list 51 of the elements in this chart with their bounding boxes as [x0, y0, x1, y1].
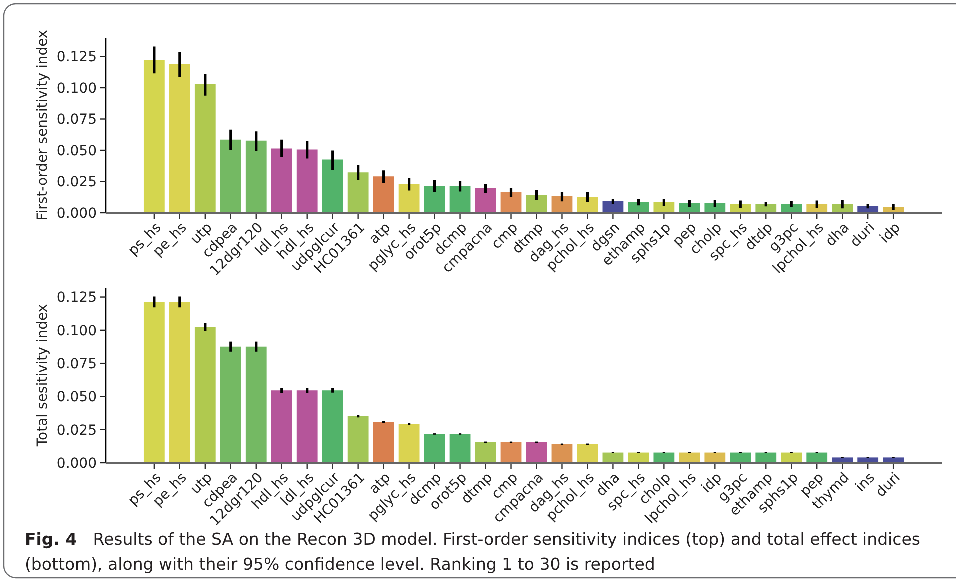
bar — [424, 434, 446, 463]
bar — [194, 84, 216, 213]
bar — [271, 148, 292, 213]
y-axis-title: First-order sensitivity index — [34, 30, 51, 221]
bar — [322, 160, 344, 213]
y-tick-label: 0.050 — [56, 390, 97, 406]
bar — [246, 140, 267, 213]
x-tick-label: idp — [877, 220, 904, 247]
y-tick-label: 0.000 — [56, 206, 97, 222]
bar — [450, 434, 471, 463]
bar — [475, 442, 496, 463]
bar — [271, 390, 292, 463]
bar — [500, 192, 522, 213]
y-tick-label: 0.100 — [56, 323, 97, 340]
bar — [450, 186, 471, 213]
bar — [322, 390, 344, 463]
y-tick-label: 0.000 — [56, 456, 97, 472]
bar — [373, 422, 394, 463]
bar — [398, 184, 420, 213]
bar — [220, 346, 242, 463]
bar — [398, 424, 420, 463]
bar — [296, 390, 318, 463]
bar — [169, 64, 190, 213]
bar — [500, 442, 522, 463]
bar — [424, 186, 446, 213]
bar — [348, 416, 369, 463]
y-tick-label: 0.100 — [56, 80, 97, 97]
bar — [552, 444, 573, 463]
bar — [475, 188, 496, 213]
bar — [526, 442, 548, 463]
y-tick-label: 0.125 — [56, 290, 97, 306]
y-tick-label: 0.075 — [56, 356, 97, 372]
bar — [577, 444, 598, 463]
y-tick-label: 0.025 — [56, 174, 97, 191]
y-tick-label: 0.025 — [56, 422, 97, 439]
bar — [169, 302, 190, 463]
bar — [144, 302, 165, 463]
bar — [296, 150, 318, 213]
bar — [373, 176, 394, 213]
x-tick-label: ins — [852, 470, 878, 496]
caption: Fig. 4 Results of the SA on the Recon 3D model. First-order sensitivity indices (top) and total effect indices (bottom), along with their 95% confidence level. Ranking 1 to 30 is reported — [25, 530, 920, 574]
y-tick-label: 0.050 — [56, 143, 97, 160]
y-tick-label: 0.125 — [56, 50, 97, 66]
bar — [246, 346, 267, 463]
bar — [144, 60, 165, 213]
bar — [220, 140, 242, 213]
x-tick-label: dha — [822, 220, 853, 250]
y-axis-title: Total sesitivity index — [34, 304, 51, 448]
y-tick-label: 0.075 — [56, 112, 97, 128]
bar — [348, 172, 369, 213]
bar — [194, 327, 216, 463]
